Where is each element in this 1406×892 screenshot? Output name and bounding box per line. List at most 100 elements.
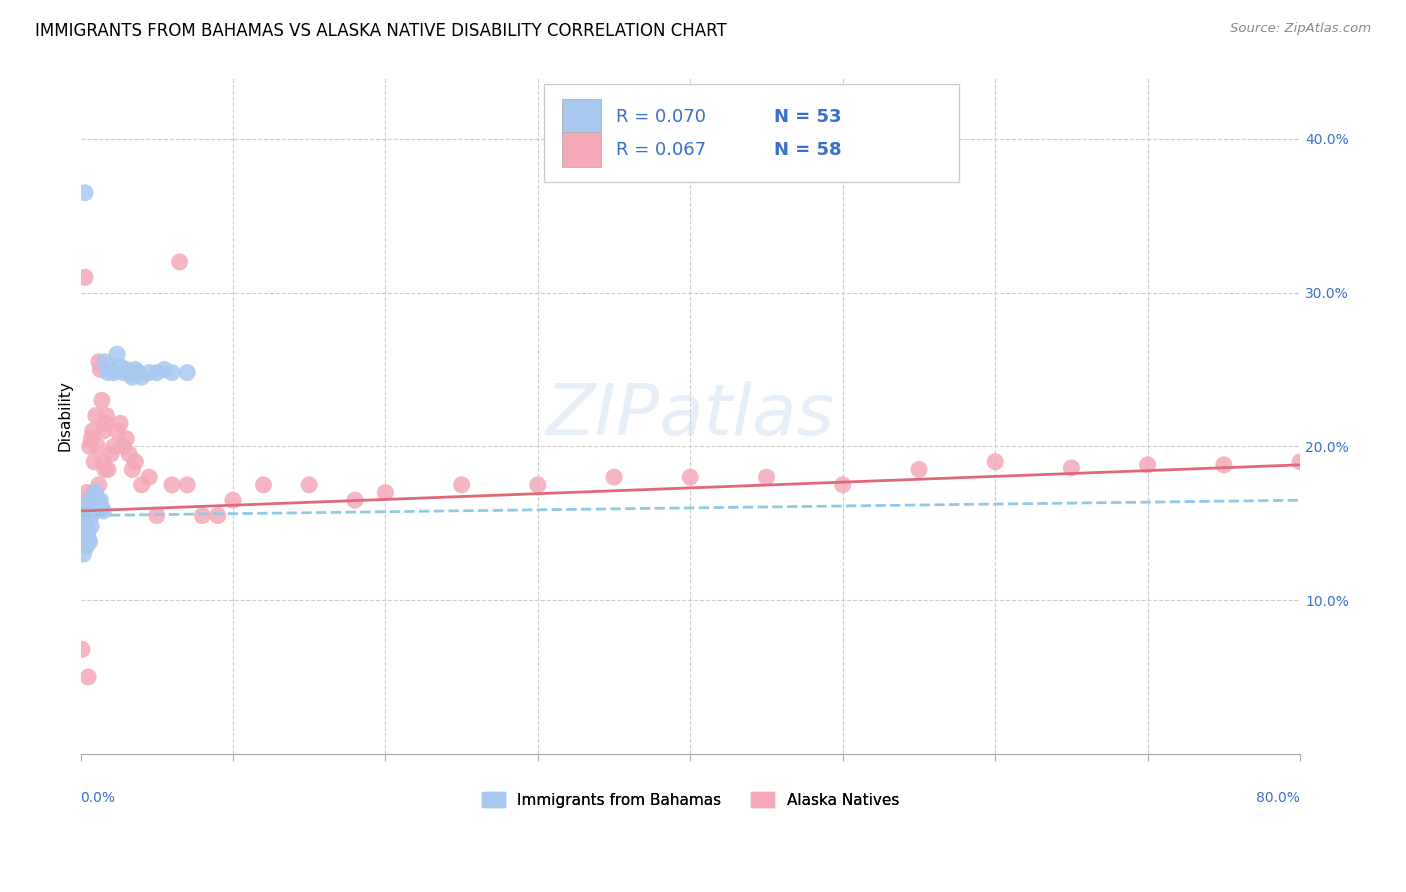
Point [169,255,191,269]
Point [160,366,183,380]
Point [87,478,110,492]
Point [121,370,143,384]
Point [70,532,93,546]
Text: Source: ZipAtlas.com: Source: ZipAtlas.com [1230,22,1371,36]
Point [105,424,128,438]
Point [72,513,94,527]
Point [77,508,100,523]
Point [112,366,135,380]
Point [108,359,131,374]
Point [97,366,120,380]
Point [72,519,94,533]
Point [131,478,153,492]
Point [145,508,167,523]
Point [76,508,98,523]
Point [89,493,111,508]
Point [90,393,112,408]
Point [679,470,702,484]
Point [1136,458,1159,472]
Point [76,485,98,500]
Point [86,439,108,453]
Point [103,439,125,453]
Point [84,498,107,512]
Point [77,493,100,508]
Point [145,366,167,380]
Point [76,539,98,553]
Point [94,417,117,431]
Point [90,500,112,515]
Point [127,366,149,380]
Point [298,478,321,492]
Point [84,485,107,500]
Point [93,504,115,518]
Point [831,478,853,492]
Text: R = 0.067: R = 0.067 [616,141,706,159]
Point [1289,455,1312,469]
Point [1060,461,1083,475]
Point [131,370,153,384]
Text: 0.0%: 0.0% [80,791,115,805]
Point [93,455,115,469]
Point [82,493,104,508]
Point [108,417,131,431]
Point [176,366,198,380]
Point [89,362,111,376]
Point [75,519,97,533]
Point [984,455,1007,469]
Point [82,424,104,438]
Point [103,366,125,380]
Point [70,524,93,538]
Point [72,547,94,561]
Text: 80.0%: 80.0% [1256,791,1301,805]
FancyBboxPatch shape [544,84,959,182]
Point [222,493,245,508]
Point [343,493,366,508]
Text: N = 53: N = 53 [775,108,842,126]
Point [115,432,138,446]
Point [527,478,550,492]
Point [75,532,97,546]
Point [124,455,146,469]
Point [94,355,117,369]
Text: ZIPatlas: ZIPatlas [546,381,835,450]
Point [118,366,141,380]
Point [160,478,183,492]
Point [124,362,146,376]
Point [83,485,105,500]
Point [207,508,229,523]
Point [176,478,198,492]
Point [80,519,103,533]
Point [138,366,160,380]
Legend: Immigrants from Bahamas, Alaska Natives: Immigrants from Bahamas, Alaska Natives [475,786,905,814]
Point [80,508,103,523]
Point [82,500,104,515]
Point [118,447,141,461]
Text: N = 58: N = 58 [775,141,842,159]
Point [93,424,115,438]
Point [252,478,274,492]
Point [79,493,101,508]
Point [603,470,626,484]
Point [191,508,214,523]
Point [75,516,97,531]
Point [79,498,101,512]
Text: IMMIGRANTS FROM BAHAMAS VS ALASKA NATIVE DISABILITY CORRELATION CHART: IMMIGRANTS FROM BAHAMAS VS ALASKA NATIVE… [35,22,727,40]
Point [97,462,120,476]
Point [450,478,472,492]
Point [83,489,105,503]
Point [105,347,128,361]
Point [115,362,138,376]
Point [100,447,122,461]
Point [100,362,122,376]
Point [70,642,93,657]
Point [96,409,118,423]
Point [80,504,103,518]
Point [75,524,97,538]
Point [755,470,778,484]
Point [83,455,105,469]
Point [77,500,100,515]
Point [374,485,396,500]
Point [94,462,117,476]
Point [138,470,160,484]
FancyBboxPatch shape [562,132,602,168]
